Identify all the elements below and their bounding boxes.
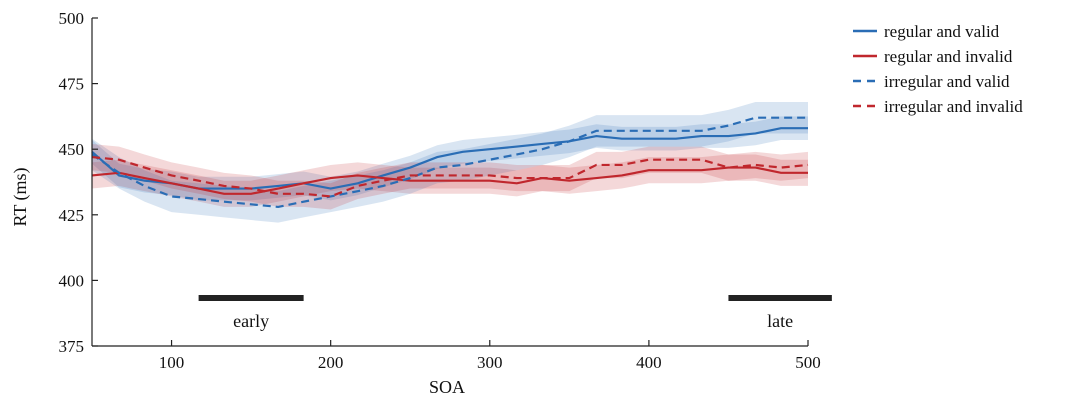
- y-tick-label: 375: [59, 337, 85, 356]
- y-tick-label: 425: [59, 206, 85, 225]
- legend-label-1: regular and valid: [884, 22, 1000, 41]
- legend: regular and valid regular and invalid irre…: [853, 22, 1023, 116]
- y-tick-label: 450: [59, 140, 85, 159]
- time-windows: early late: [198, 295, 832, 331]
- series-lines: [91, 116, 809, 209]
- x-tick-label: 400: [636, 353, 662, 372]
- x-tick-label: 100: [159, 353, 185, 372]
- window-label-late: late: [767, 311, 793, 331]
- x-tick-label: 200: [318, 353, 344, 372]
- y-axis-title: RT (ms): [10, 167, 31, 226]
- window-label-early: early: [233, 311, 269, 331]
- confidence-bands: [92, 101, 808, 223]
- x-axis: 100 200 300 400 500: [92, 340, 821, 372]
- y-tick-label: 500: [59, 9, 85, 28]
- legend-label-4: irregular and invalid: [884, 97, 1023, 116]
- legend-label-3: irregular and valid: [884, 72, 1010, 91]
- y-tick-label: 475: [59, 75, 85, 94]
- series-line-1: [91, 127, 808, 190]
- series-line-4: [91, 155, 809, 198]
- confidence-band-1: [92, 116, 808, 201]
- x-tick-label: 500: [795, 353, 821, 372]
- y-tick-label: 400: [59, 271, 85, 290]
- x-axis-title: SOA: [429, 377, 465, 397]
- series-line-3: [91, 116, 808, 209]
- legend-label-2: regular and invalid: [884, 47, 1013, 66]
- series-line-2: [91, 166, 808, 195]
- x-tick-label: 300: [477, 353, 503, 372]
- y-axis: 375 400 425 450 475 500: [59, 9, 98, 356]
